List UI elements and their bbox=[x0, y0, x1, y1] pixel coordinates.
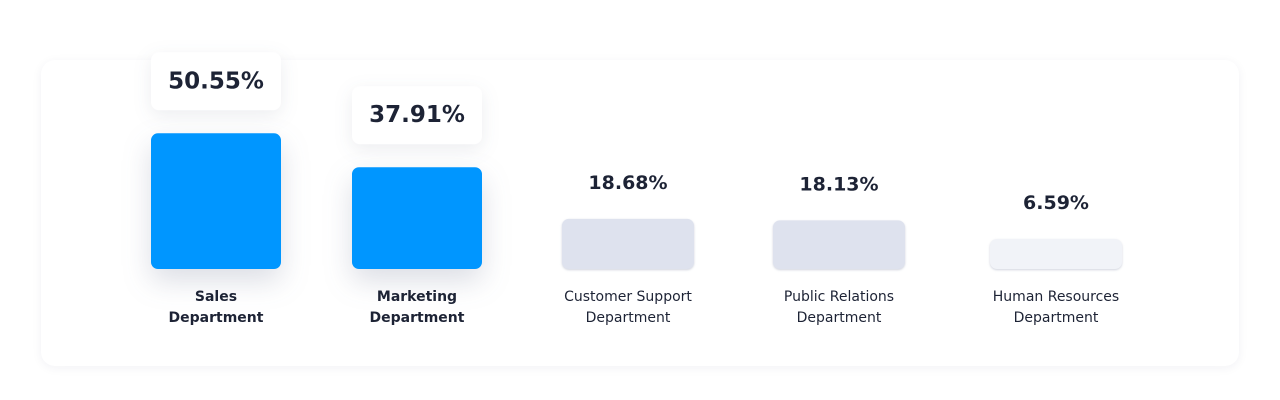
category-label-3-line-0: Public Relations bbox=[784, 289, 894, 305]
bar-2 bbox=[562, 218, 694, 269]
category-label-1-line-0: Marketing bbox=[377, 289, 457, 305]
value-label-3: 18.13% bbox=[799, 173, 878, 195]
value-bubble-1 bbox=[352, 86, 482, 145]
category-label-0-line-1: Department bbox=[169, 310, 264, 326]
bar-1 bbox=[352, 167, 482, 269]
category-label-2-line-1: Department bbox=[586, 310, 671, 326]
category-label-4-line-0: Human Resources bbox=[993, 289, 1119, 305]
bars-layer: 50.55% Sales Department 37.91% Marketing Depa… bbox=[151, 52, 1122, 326]
category-label-3-line-1: Department bbox=[797, 310, 882, 326]
value-label-4: 6.59% bbox=[1023, 192, 1089, 214]
value-label-0: 50.55% bbox=[168, 68, 264, 94]
category-label-0-line-0: Sales bbox=[195, 289, 237, 305]
bar-0 bbox=[151, 133, 281, 269]
bar-3 bbox=[773, 220, 905, 269]
category-label-2-line-0: Customer Support bbox=[564, 289, 692, 305]
value-label-2: 18.68% bbox=[588, 172, 667, 194]
category-label-1-line-1: Department bbox=[370, 310, 465, 326]
value-bubble-0 bbox=[151, 52, 281, 111]
category-label-4-line-1: Department bbox=[1014, 310, 1099, 326]
value-label-1: 37.91% bbox=[369, 102, 465, 128]
bar-4 bbox=[990, 239, 1122, 269]
